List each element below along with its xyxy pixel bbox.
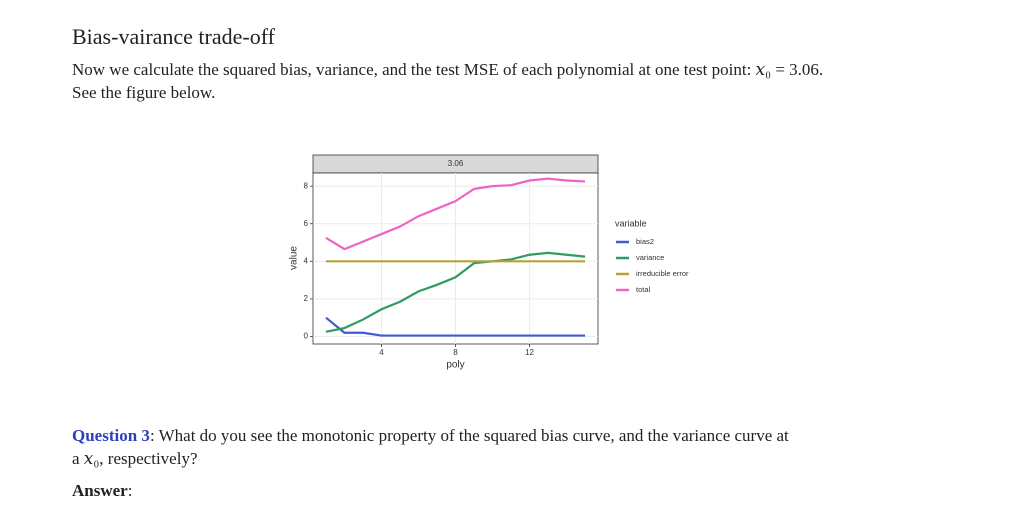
question-line: Question 3: What do you see the monotoni… [72, 426, 789, 446]
legend-label: bias2 [636, 237, 654, 246]
legend-label: irreducible error [636, 269, 689, 278]
series-line [325, 177, 586, 251]
x-tick-label: 12 [525, 348, 534, 357]
x-tick-label: 4 [379, 348, 384, 357]
paragraph-line: See the figure below. [72, 83, 216, 102]
y-tick-label: 0 [304, 332, 309, 341]
x-axis-title: poly [446, 360, 464, 371]
x-tick-label: 8 [453, 348, 458, 357]
question-line: a 𝑥₀, respectively? [72, 449, 198, 468]
title: Bias-vairance trade-off [72, 24, 275, 49]
series-line [325, 316, 586, 337]
paragraph-line: Now we calculate the squared bias, varia… [72, 60, 824, 79]
y-tick-label: 2 [304, 294, 309, 303]
y-tick-label: 8 [304, 181, 309, 190]
chart: 3.06 poly value variable 0 2 4 6 8 4 8 12 bias2 v… [289, 154, 689, 371]
facet-label: 3.06 [448, 159, 464, 168]
y-tick-label: 6 [304, 219, 309, 228]
y-tick-label: 4 [304, 256, 309, 265]
question-label: Question 3 [72, 426, 150, 445]
answer-line: Answer: [72, 481, 132, 501]
y-axis-title: value [289, 246, 300, 270]
answer-suffix: : [127, 481, 133, 500]
question-text: : What do you see the monotonic property… [149, 426, 789, 445]
legend-title: variable [615, 218, 647, 228]
legend-label: total [636, 285, 651, 294]
series-line [325, 251, 586, 333]
legend-label: variance [636, 253, 664, 262]
answer-label: Answer [72, 481, 128, 500]
